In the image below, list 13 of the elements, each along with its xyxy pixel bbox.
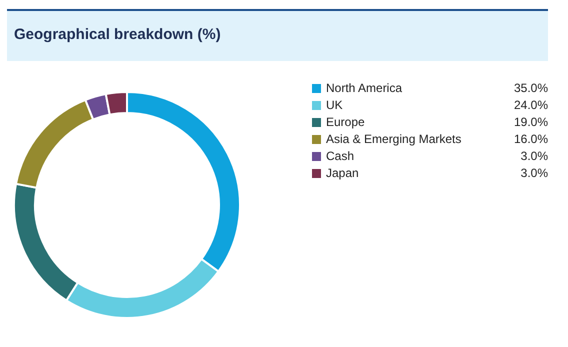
data-label: 3.0% xyxy=(520,166,548,181)
data-label: 24.0% xyxy=(514,98,548,113)
legend-label: Europe xyxy=(326,115,365,130)
legend-label: Japan xyxy=(326,166,359,181)
legend-label: Cash xyxy=(326,149,354,164)
data-label: 19.0% xyxy=(514,115,548,130)
chart-title: Geographical breakdown (%) xyxy=(14,26,221,43)
legend-label: Asia & Emerging Markets xyxy=(326,132,462,147)
data-label: 16.0% xyxy=(514,132,548,147)
legend-label: UK xyxy=(326,98,343,113)
data-label: 3.0% xyxy=(520,149,548,164)
legend-label: North America xyxy=(326,81,402,96)
data-label: 35.0% xyxy=(514,81,548,96)
